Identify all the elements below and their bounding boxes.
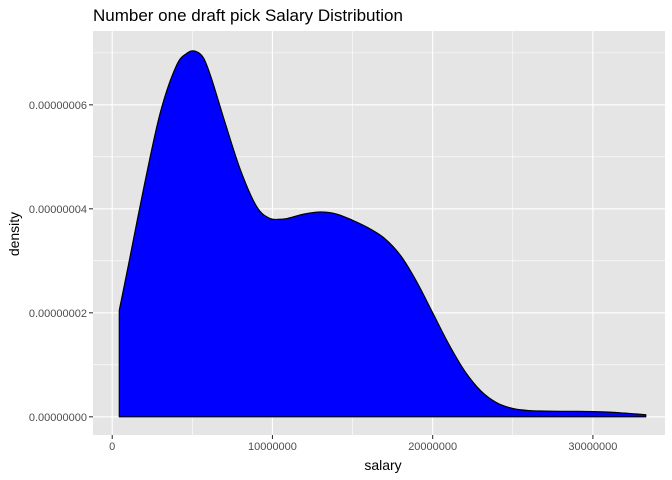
y-axis-title: density <box>6 212 22 256</box>
chart-title: Number one draft pick Salary Distributio… <box>93 6 403 25</box>
y-tick-label: 0.00000002 <box>29 308 87 320</box>
x-tick-label: 20000000 <box>408 441 457 453</box>
density-area <box>118 50 647 418</box>
y-tick-label: 0.00000006 <box>29 100 87 112</box>
x-tick-label: 10000000 <box>248 441 297 453</box>
x-tick-label: 30000000 <box>568 441 617 453</box>
y-tick-label: 0.00000004 <box>29 204 87 216</box>
y-axis-ticks: 0.00000000 0.00000002 0.00000004 0.00000006 <box>29 100 93 424</box>
y-tick-label: 0.00000000 <box>29 412 87 424</box>
x-axis-ticks: 0 10000000 20000000 30000000 <box>109 435 617 453</box>
x-tick-label: 0 <box>109 441 115 453</box>
x-axis-title: salary <box>364 457 401 473</box>
